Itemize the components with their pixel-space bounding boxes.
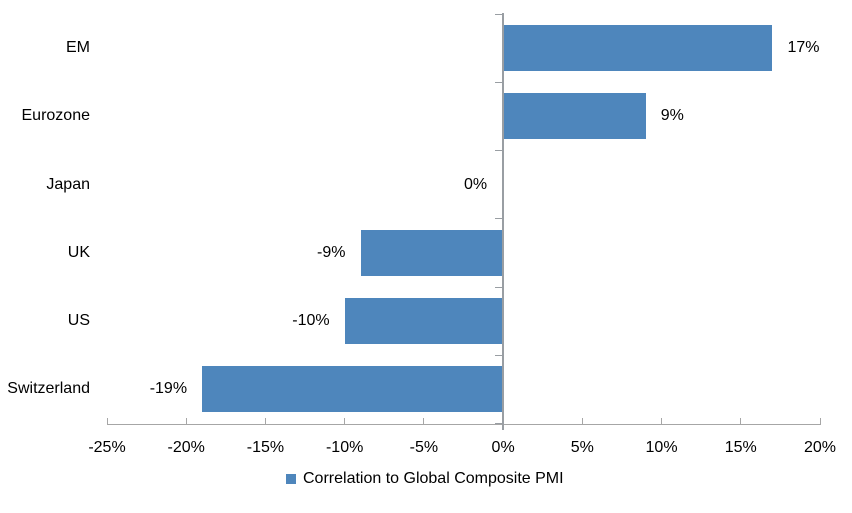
bar [503, 25, 773, 72]
x-tick-label: 5% [570, 438, 594, 456]
x-tick [423, 417, 425, 424]
y-tick [495, 13, 503, 15]
value-label: 0% [463, 175, 488, 193]
x-tick [106, 417, 108, 424]
x-tick-label: 20% [803, 438, 837, 456]
bar [503, 93, 646, 140]
x-tick-label: -20% [167, 438, 205, 456]
y-axis-line [502, 13, 505, 430]
y-tick [495, 286, 503, 288]
bar [360, 229, 504, 276]
y-tick [495, 150, 503, 151]
y-tick [495, 218, 503, 220]
x-tick-label: -15% [246, 438, 285, 456]
value-label: 9% [660, 107, 684, 125]
x-tick-label: 0% [491, 438, 515, 456]
value-label: -10% [292, 312, 330, 330]
x-tick [264, 417, 266, 424]
x-tick [185, 417, 187, 424]
bar [344, 298, 504, 345]
x-tick [819, 417, 821, 424]
x-tick-label: -5% [409, 438, 439, 456]
legend: Correlation to Global Composite PMI [286, 469, 564, 489]
bar [202, 366, 504, 413]
category-label: UK [67, 243, 90, 261]
category-label: Eurozone [21, 107, 91, 125]
y-tick [495, 81, 503, 83]
value-label: -9% [317, 243, 346, 261]
category-label: Japan [46, 175, 90, 193]
legend-swatch-icon [286, 474, 296, 484]
value-label: -19% [149, 380, 188, 398]
x-tick [661, 417, 663, 424]
x-axis-line [106, 423, 821, 425]
category-label: Switzerland [7, 380, 90, 398]
legend-label: Correlation to Global Composite PMI [303, 470, 564, 487]
value-label: 17% [787, 39, 820, 57]
x-tick-label: 15% [724, 438, 757, 456]
category-label: US [67, 312, 90, 330]
x-tick-label: -10% [325, 438, 364, 456]
x-tick-label: -25% [88, 438, 126, 456]
x-tick [581, 417, 583, 424]
x-tick-label: 10% [645, 438, 678, 456]
x-tick [344, 417, 346, 424]
x-tick [740, 417, 742, 424]
y-tick [495, 423, 503, 424]
category-label: EM [66, 39, 90, 57]
y-tick [495, 354, 503, 356]
